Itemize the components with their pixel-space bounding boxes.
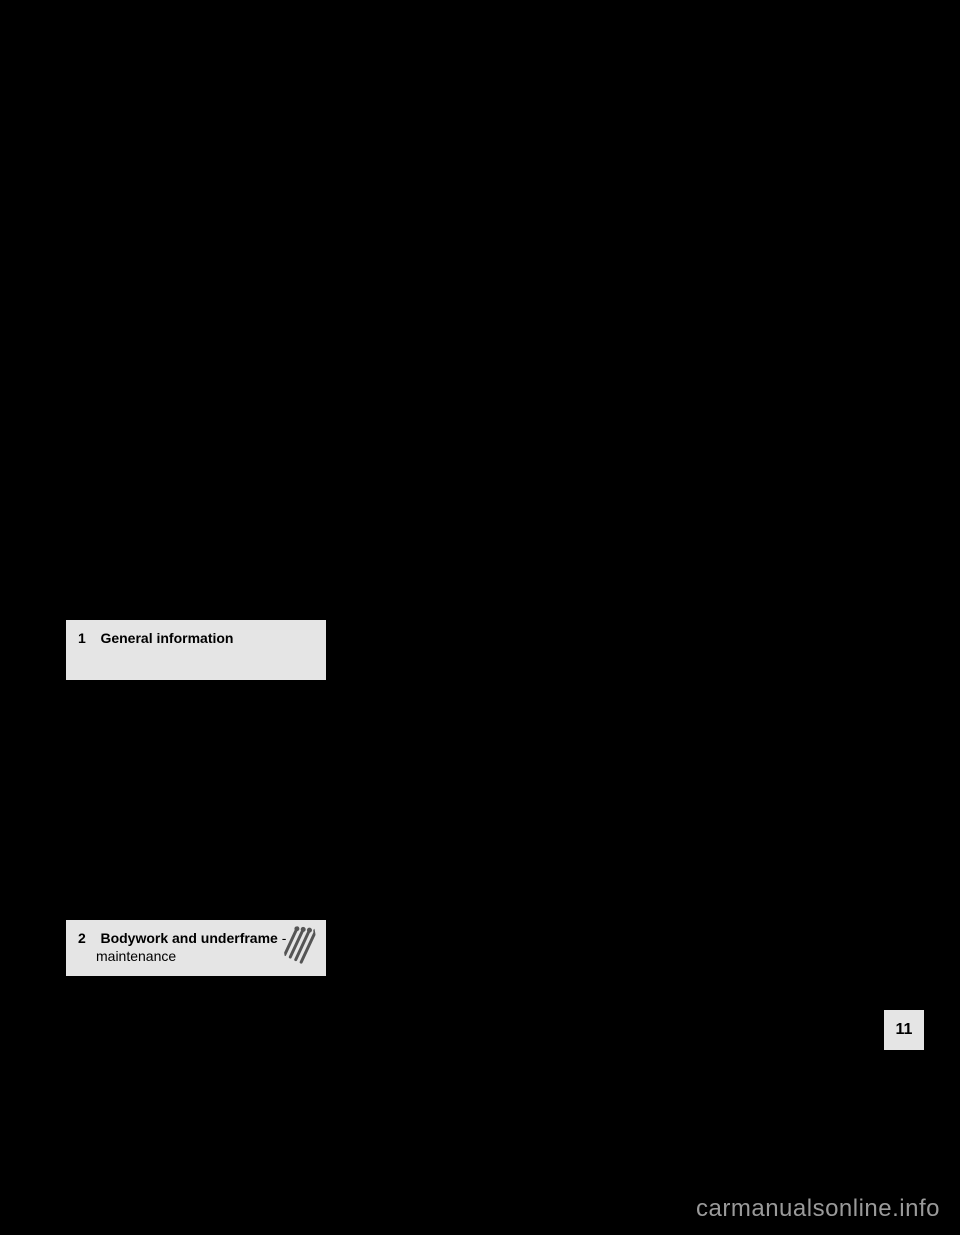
- section-number: 2: [78, 930, 96, 946]
- chapter-number: 11: [896, 1021, 913, 1039]
- section-subtitle: maintenance: [96, 948, 176, 964]
- watermark-text: carmanualsonline.info: [696, 1195, 940, 1223]
- chapter-tab: 11: [884, 1010, 924, 1050]
- section-header-1: 1 General information: [66, 620, 326, 680]
- section-number: 1: [78, 630, 96, 646]
- section-title: Bodywork and underframe: [100, 930, 277, 946]
- wrench-icon: [280, 923, 322, 977]
- section-header-2: 2 Bodywork and underframe - maintenance: [66, 920, 326, 976]
- section-title: General information: [100, 630, 233, 646]
